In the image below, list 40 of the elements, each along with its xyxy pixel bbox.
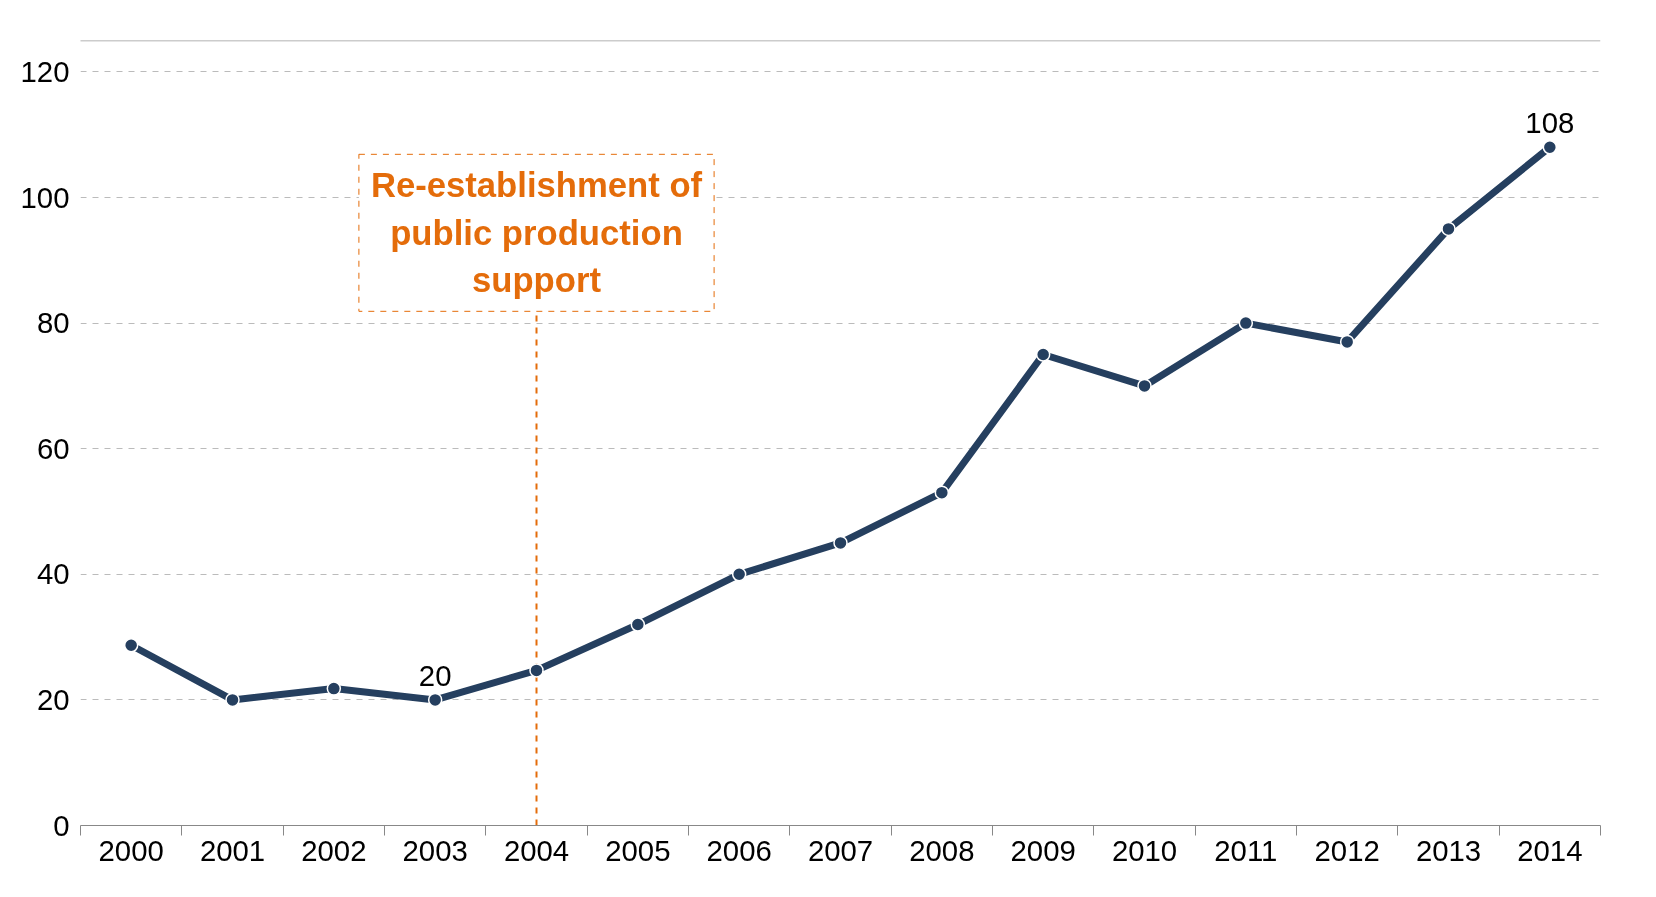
x-tick-label: 2004 bbox=[503, 833, 570, 867]
y-tick-label: 20 bbox=[36, 682, 70, 716]
x-tick-label: 2003 bbox=[402, 833, 468, 867]
point bbox=[1441, 221, 1456, 237]
y-tick-label: 100 bbox=[20, 180, 70, 214]
point bbox=[1035, 347, 1051, 362]
point bbox=[1542, 140, 1558, 155]
point bbox=[1238, 315, 1254, 331]
point bbox=[934, 485, 950, 500]
x-tick-label: 2002 bbox=[301, 833, 367, 867]
x-tick-label: 2009 bbox=[1010, 833, 1076, 867]
x-tick-label: 2000 bbox=[98, 833, 164, 867]
point bbox=[225, 692, 240, 708]
x-tick-label: 2011 bbox=[1214, 833, 1278, 867]
y-tick-label: 80 bbox=[36, 306, 70, 340]
x-tick-label: 2008 bbox=[909, 833, 975, 867]
x-tick-label: 2006 bbox=[706, 833, 772, 867]
point bbox=[1339, 334, 1355, 350]
point bbox=[326, 681, 342, 696]
x-tick-label: 2012 bbox=[1314, 833, 1380, 867]
data-label: 108 bbox=[1525, 106, 1575, 140]
point bbox=[529, 663, 544, 678]
x-tick-label: 2013 bbox=[1415, 833, 1482, 867]
point bbox=[1137, 378, 1152, 394]
y-tick-label: 0 bbox=[53, 808, 70, 842]
point bbox=[427, 692, 443, 708]
x-tick-label: 2010 bbox=[1111, 833, 1178, 867]
x-tick-label: 2007 bbox=[807, 833, 874, 867]
point bbox=[630, 617, 646, 632]
y-tick-label: 120 bbox=[20, 54, 70, 88]
point bbox=[731, 567, 747, 582]
point bbox=[123, 638, 139, 653]
y-tick-label: 60 bbox=[36, 431, 70, 465]
x-tick-label: 2014 bbox=[1517, 833, 1583, 867]
data-label: 20 bbox=[418, 658, 452, 692]
point bbox=[833, 535, 848, 551]
ref-line-label: Re-establishment of public production support bbox=[370, 166, 703, 300]
x-tick-label: 2001 bbox=[199, 833, 266, 867]
y-tick-label: 40 bbox=[36, 557, 70, 591]
x-tick-label: 2005 bbox=[605, 833, 671, 867]
